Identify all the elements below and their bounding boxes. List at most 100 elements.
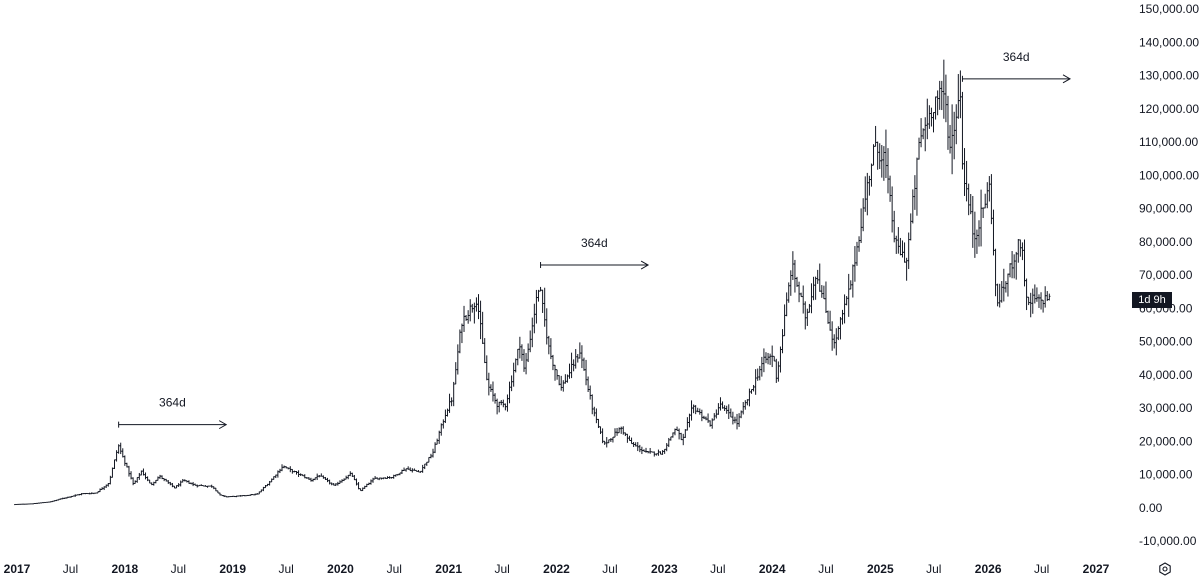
ohlc-bar bbox=[402, 467, 406, 471]
ohlc-bar bbox=[891, 186, 894, 233]
ohlc-bar bbox=[477, 294, 480, 320]
ohlc-bar bbox=[539, 286, 542, 292]
ohlc-bar bbox=[103, 486, 106, 491]
ohlc-bar bbox=[903, 242, 906, 263]
ohlc-bar bbox=[469, 299, 472, 322]
ohlc-bar bbox=[392, 474, 395, 479]
ohlc-bar bbox=[154, 479, 157, 484]
ohlc-bar bbox=[905, 257, 908, 281]
ohlc-bar bbox=[74, 494, 77, 497]
ohlc-bar bbox=[928, 105, 931, 129]
time-axis-label: Jul bbox=[278, 562, 293, 576]
ohlc-bar bbox=[603, 440, 606, 445]
price-axis-label: 0.00 bbox=[1139, 501, 1163, 515]
ohlc-bar bbox=[874, 125, 877, 147]
date-range-annotation[interactable]: 364d bbox=[118, 396, 228, 430]
ohlc-bar bbox=[67, 496, 71, 498]
ohlc-bar bbox=[1027, 296, 1030, 306]
ohlc-bar bbox=[355, 478, 358, 486]
ohlc-bar bbox=[289, 466, 292, 473]
date-range-label: 364d bbox=[159, 396, 186, 410]
ohlc-bar bbox=[725, 405, 728, 414]
ohlc-bar bbox=[105, 484, 108, 488]
ohlc-bar bbox=[34, 502, 38, 504]
ohlc-bar bbox=[642, 449, 646, 452]
ohlc-bar bbox=[547, 335, 550, 355]
ohlc-bar bbox=[140, 470, 143, 476]
ohlc-bar bbox=[942, 59, 945, 119]
ohlc-bar bbox=[866, 172, 869, 216]
ohlc-bar bbox=[293, 470, 296, 473]
ohlc-bar bbox=[233, 495, 236, 498]
ohlc-bar bbox=[51, 500, 54, 503]
ohlc-bar bbox=[661, 450, 664, 455]
ohlc-bar bbox=[483, 338, 486, 364]
ohlc-bar bbox=[231, 495, 234, 498]
ohlc-bar bbox=[386, 476, 389, 479]
ohlc-bar bbox=[400, 469, 404, 474]
ohlc-bar bbox=[274, 474, 277, 479]
ohlc-bar bbox=[98, 488, 102, 493]
ohlc-bar bbox=[967, 183, 970, 216]
ohlc-bar bbox=[1021, 242, 1024, 261]
ohlc-bar bbox=[409, 467, 412, 472]
ohlc-bar bbox=[793, 259, 797, 293]
ohlc-bar bbox=[665, 443, 668, 452]
price-axis-label: 80,000.00 bbox=[1139, 235, 1193, 249]
ohlc-bar bbox=[673, 428, 677, 436]
ohlc-bar bbox=[196, 484, 199, 488]
ohlc-bar bbox=[158, 474, 162, 479]
ohlc-bar bbox=[638, 444, 641, 453]
ohlc-bar bbox=[795, 276, 799, 287]
price-axis-label: 120,000.00 bbox=[1139, 102, 1199, 116]
ohlc-bar bbox=[167, 480, 170, 484]
ohlc-bar bbox=[839, 317, 842, 340]
ohlc-bar bbox=[880, 145, 883, 178]
ohlc-bar bbox=[675, 426, 679, 431]
ohlc-bar bbox=[508, 381, 511, 404]
ohlc-bar bbox=[291, 468, 294, 474]
ohlc-bar bbox=[582, 357, 586, 371]
ohlc-bar bbox=[779, 346, 782, 373]
ohlc-bar bbox=[462, 305, 466, 332]
ohlc-bar bbox=[76, 494, 79, 496]
ohlc-bar bbox=[357, 482, 360, 490]
time-axis-label: 2025 bbox=[867, 562, 894, 576]
ohlc-bar bbox=[828, 310, 832, 331]
date-range-annotation[interactable]: 364d bbox=[961, 50, 1072, 84]
ohlc-bar bbox=[769, 353, 772, 365]
ohlc-bar bbox=[884, 129, 888, 179]
ohlc-bar bbox=[959, 70, 962, 119]
ohlc-bar bbox=[121, 448, 124, 458]
ohlc-bar bbox=[142, 468, 145, 476]
ohlc-bar bbox=[148, 479, 151, 484]
ohlc-bar bbox=[405, 468, 408, 472]
ohlc-bar bbox=[303, 474, 306, 479]
ohlc-bar bbox=[22, 503, 25, 505]
settings-icon[interactable] bbox=[1158, 562, 1172, 576]
ohlc-bar bbox=[496, 398, 499, 415]
ohlc-bar bbox=[266, 483, 269, 487]
ohlc-bar bbox=[965, 160, 968, 202]
ohlc-bar bbox=[618, 427, 621, 434]
date-range-annotation[interactable]: 364d bbox=[540, 236, 650, 270]
ohlc-bar bbox=[810, 283, 813, 314]
ohlc-bar bbox=[169, 481, 172, 486]
ohlc-bar bbox=[500, 400, 503, 406]
ohlc-bar bbox=[847, 273, 850, 317]
ohlc-bar bbox=[911, 189, 914, 224]
ohlc-bar bbox=[475, 297, 478, 312]
ohlc-bar bbox=[837, 326, 840, 341]
ohlc-bar bbox=[262, 486, 265, 492]
ohlc-bar bbox=[498, 401, 501, 413]
ohlc-bar bbox=[433, 442, 437, 454]
ohlc-bar bbox=[953, 111, 956, 160]
time-axis-label: 2021 bbox=[435, 562, 462, 576]
ohlc-bar bbox=[32, 502, 35, 505]
ohlc-bar bbox=[628, 435, 631, 442]
ohlc-bar bbox=[458, 329, 461, 354]
ohlc-bar bbox=[471, 303, 474, 313]
ohlc-bar bbox=[591, 394, 594, 415]
